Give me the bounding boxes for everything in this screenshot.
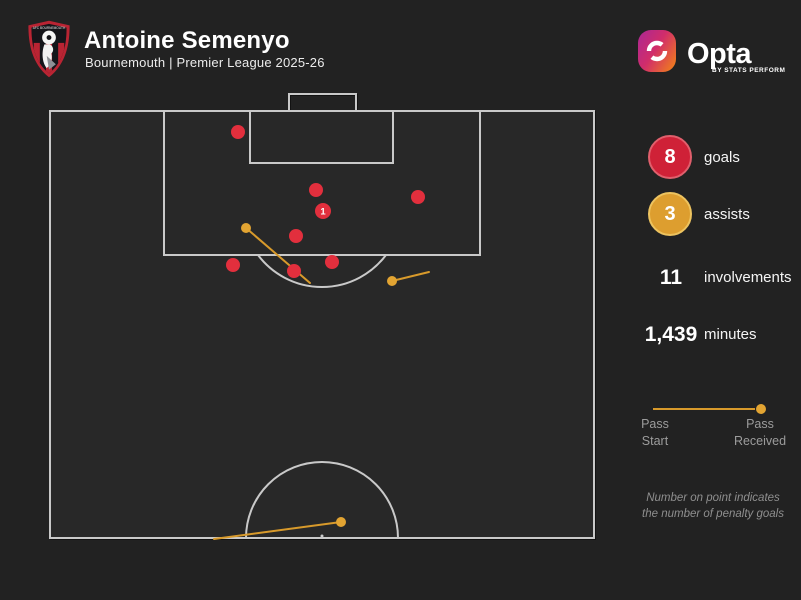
- goal-point: [287, 264, 301, 278]
- goal-point: [226, 258, 240, 272]
- crest-club-name: AFC BOURNEMOUTH: [33, 26, 66, 30]
- pitch-surface: [50, 111, 594, 538]
- goal-point: [411, 190, 425, 204]
- penalty-footnote: Number on point indicates the number of …: [642, 492, 784, 520]
- assist-received-point: [336, 517, 346, 527]
- involvements-count: 11: [659, 266, 683, 289]
- assist-received-point: [241, 223, 251, 233]
- page-subtitle: Bournemouth | Premier League 2025-26: [85, 55, 325, 70]
- pitch-markings: [49, 93, 595, 539]
- assists-count: 3: [664, 202, 676, 225]
- involvements-label: involvements: [704, 269, 792, 286]
- opta-logo-icon: [638, 30, 676, 72]
- assist-pass-line: [213, 521, 342, 540]
- assist-received-point: [387, 276, 397, 286]
- assists-label: assists: [704, 206, 750, 223]
- penalty-goal-point: [315, 203, 331, 219]
- opta-o-mark: [646, 40, 668, 62]
- goal-point: [289, 229, 303, 243]
- goals-count-badge: 8: [648, 135, 692, 179]
- centre-spot: [320, 534, 324, 538]
- legend-pass-graphic: [653, 404, 766, 414]
- club-crest: AFC BOURNEMOUTH: [28, 20, 70, 78]
- goal-points-layer: 1: [226, 125, 425, 278]
- goal-point: [231, 125, 245, 139]
- minutes-label: minutes: [704, 326, 757, 343]
- centre-circle-arc: [245, 461, 399, 539]
- penalty-arc: [257, 254, 387, 288]
- legend-pass-received-label: Pass Received: [733, 417, 787, 448]
- page-title: Antoine Semenyo: [84, 27, 290, 54]
- opta-byline: BY STATS PERFORM: [712, 67, 786, 74]
- assists-count-badge: 3: [648, 192, 692, 236]
- goal-frame: [288, 93, 357, 112]
- goals-label: goals: [704, 149, 740, 166]
- legend-pass-start-label: Pass Start: [641, 417, 669, 448]
- goal-point: [309, 183, 323, 197]
- minutes-count: 1,439: [644, 323, 698, 346]
- opta-wordmark: Opta: [687, 38, 752, 70]
- goals-count: 8: [664, 145, 676, 168]
- goal-point: [325, 255, 339, 269]
- penalty-count-label: 1: [320, 206, 326, 217]
- legend-pass-received-dot: [756, 404, 766, 414]
- assist-pass-line: [391, 271, 430, 282]
